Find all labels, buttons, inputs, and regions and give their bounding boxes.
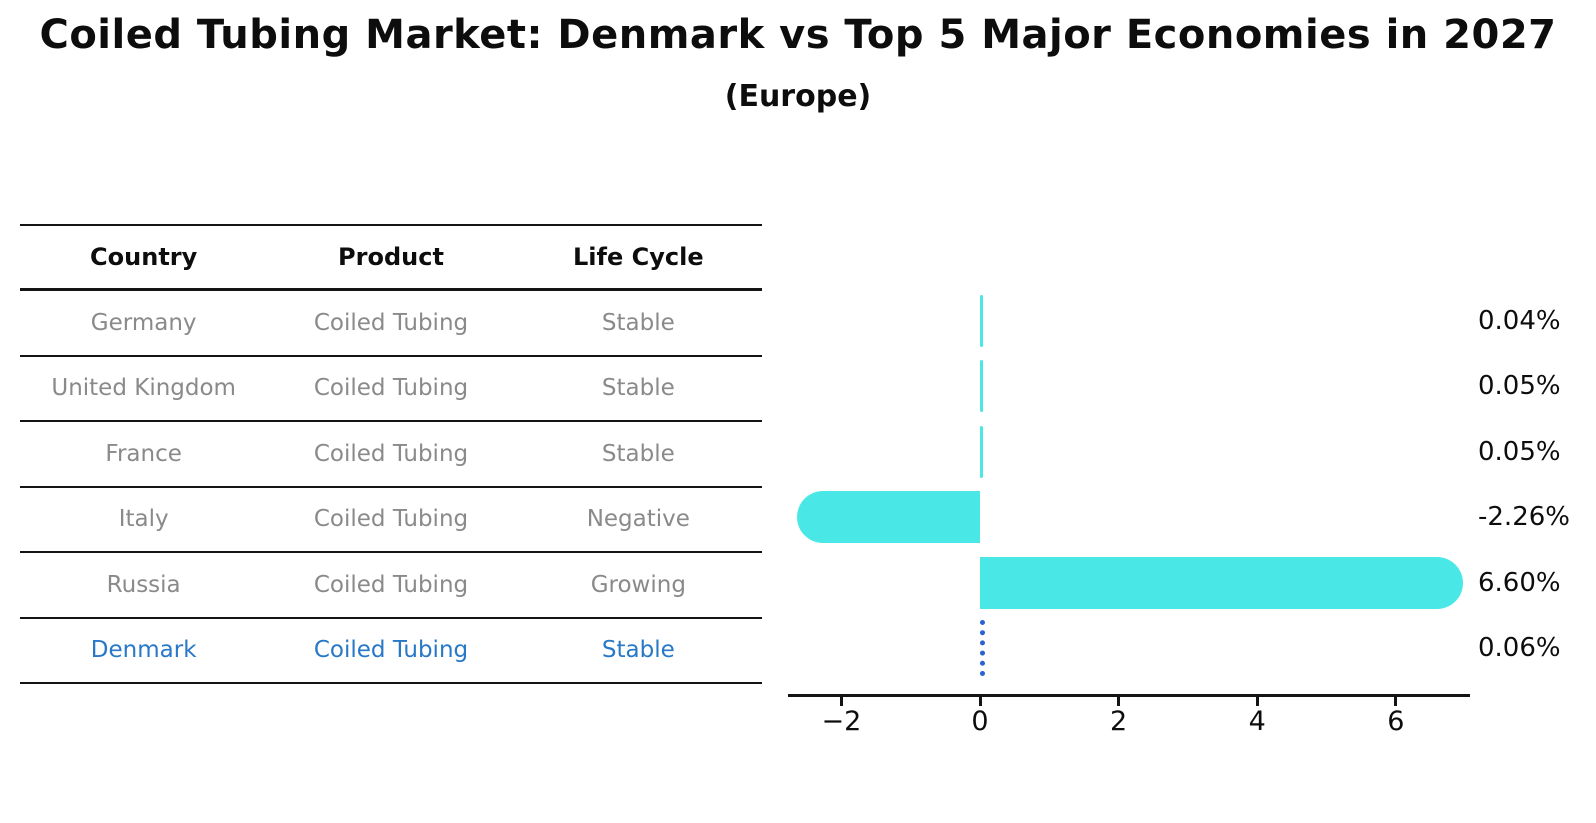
value-label-denmark: 0.06% bbox=[1478, 633, 1561, 664]
bar-united-kingdom bbox=[980, 360, 984, 413]
cell-life-cycle: Stable bbox=[601, 375, 675, 402]
table-row-denmark: Denmark Coiled Tubing Stable bbox=[20, 619, 762, 684]
table-row-italy: Italy Coiled Tubing Negative bbox=[20, 488, 762, 553]
table-header-country: Country bbox=[90, 243, 198, 271]
cell-product: Coiled Tubing bbox=[313, 440, 469, 467]
chart-title: Coiled Tubing Market: Denmark vs Top 5 M… bbox=[39, 12, 1557, 58]
value-label-russia: 6.60% bbox=[1478, 567, 1561, 598]
bar-france bbox=[980, 425, 984, 478]
value-label-france: 0.05% bbox=[1478, 436, 1561, 467]
cell-country: Italy bbox=[118, 506, 169, 533]
table-header-row: Country Product Life Cycle bbox=[20, 226, 762, 291]
value-label-germany: 0.04% bbox=[1478, 305, 1561, 336]
bar-russia bbox=[980, 556, 1464, 609]
x-tick-label: 2 bbox=[1110, 706, 1128, 737]
table-row-france: France Coiled Tubing Stable bbox=[20, 422, 762, 488]
cell-life-cycle: Negative bbox=[586, 506, 690, 533]
table-header-life-cycle: Life Cycle bbox=[573, 243, 704, 271]
cell-country: Denmark bbox=[90, 637, 197, 664]
cell-product: Coiled Tubing bbox=[313, 309, 469, 336]
x-tick-label: 4 bbox=[1248, 706, 1266, 737]
table-row-germany: Germany Coiled Tubing Stable bbox=[20, 291, 762, 357]
table-header-product: Product bbox=[338, 243, 444, 271]
table-row-russia: Russia Coiled Tubing Growing bbox=[20, 553, 762, 619]
bar-italy bbox=[797, 491, 980, 544]
country-table: Country Product Life Cycle Germany Coiled… bbox=[20, 224, 762, 684]
table-body: Germany Coiled Tubing Stable United Kingdom… bbox=[20, 291, 762, 684]
cell-product: Coiled Tubing bbox=[313, 506, 469, 533]
x-tick-mark bbox=[978, 697, 982, 706]
cell-product: Coiled Tubing bbox=[313, 375, 469, 402]
x-tick-mark bbox=[1117, 697, 1121, 706]
cell-life-cycle: Growing bbox=[590, 571, 686, 598]
x-tick-mark bbox=[1394, 697, 1398, 706]
cell-life-cycle: Stable bbox=[601, 309, 675, 336]
x-tick-mark bbox=[839, 697, 843, 706]
bar-germany bbox=[980, 294, 983, 347]
x-axis-line bbox=[788, 694, 1470, 697]
bar-denmark bbox=[980, 620, 985, 677]
cell-country: Russia bbox=[106, 571, 181, 598]
value-label-united-kingdom: 0.05% bbox=[1478, 371, 1561, 402]
value-label-italy: -2.26% bbox=[1478, 502, 1570, 533]
cell-life-cycle: Stable bbox=[601, 637, 675, 664]
cell-product: Coiled Tubing bbox=[313, 571, 469, 598]
cell-country: Germany bbox=[90, 309, 197, 336]
cell-life-cycle: Stable bbox=[601, 440, 675, 467]
x-tick-label: 6 bbox=[1387, 706, 1405, 737]
chart-subtitle: (Europe) bbox=[724, 79, 872, 114]
x-tick-mark bbox=[1255, 697, 1259, 706]
cell-country: France bbox=[105, 440, 182, 467]
x-tick-label: −2 bbox=[821, 706, 862, 737]
table-row-united-kingdom: United Kingdom Coiled Tubing Stable bbox=[20, 357, 762, 422]
cell-country: United Kingdom bbox=[51, 375, 236, 402]
x-tick-label: 0 bbox=[971, 706, 989, 737]
cell-product: Coiled Tubing bbox=[313, 637, 469, 664]
